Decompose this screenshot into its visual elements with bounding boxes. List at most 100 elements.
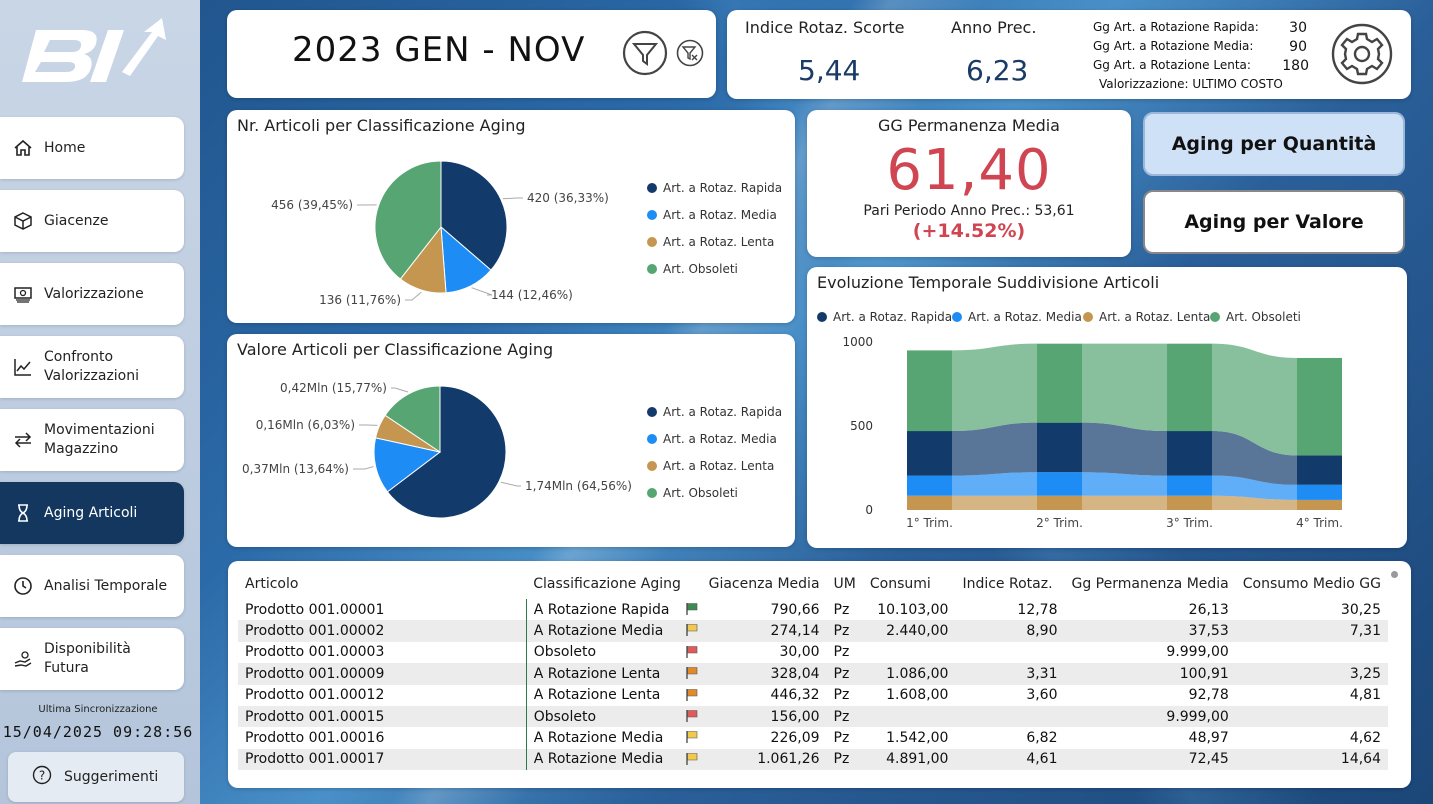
table-row[interactable]: Prodotto 001.00009 A Rotazione Lenta 328,0… — [238, 663, 1388, 685]
pie-slice[interactable] — [374, 160, 442, 280]
nav-home[interactable]: Home — [0, 117, 184, 179]
legend-lenta: Art. a Rotaz. Lenta — [647, 459, 774, 473]
bar-segment[interactable] — [1037, 343, 1082, 423]
bar-segment[interactable] — [1297, 455, 1342, 485]
table-cell: 4,61 — [955, 748, 1065, 771]
nav-movimentazioni-magazzino[interactable]: Movimentazioni Magazzino — [0, 409, 184, 471]
nav-label: Home — [44, 139, 86, 156]
bar-segment[interactable] — [1167, 495, 1212, 510]
leader-line — [353, 466, 374, 470]
table-cell — [862, 705, 956, 728]
bar-segment[interactable] — [1167, 431, 1212, 476]
table-cell: Pz — [833, 730, 850, 747]
table-row[interactable]: Prodotto 001.00015 Obsoleto 156,00 Pz 9.999,… — [238, 705, 1388, 728]
sync-label: Ultima Sincronizzazione — [38, 704, 158, 715]
suggerimenti-button[interactable]: ? Suggerimenti — [8, 752, 184, 802]
pie-slice[interactable] — [384, 385, 441, 453]
y-tick-label: 500 — [850, 419, 873, 433]
indice-rotaz-value: 5,44 — [798, 54, 861, 87]
col-indice[interactable]: Indice Rotaz. — [962, 576, 1053, 592]
filter-icon[interactable] — [622, 30, 668, 80]
bar-segment[interactable] — [1167, 475, 1212, 496]
nav-label: Analisi Temporale — [44, 577, 168, 594]
legend-rapida: Art. a Rotaz. Rapida — [817, 310, 952, 324]
help-icon: ? — [32, 765, 52, 789]
bar-segment[interactable] — [1037, 495, 1082, 510]
table-cell: Prodotto 001.00016 — [245, 730, 385, 747]
bar-segment[interactable] — [907, 431, 952, 476]
gear-icon[interactable] — [1331, 23, 1393, 89]
table-row[interactable]: Prodotto 001.00001 A Rotazione Rapida 790,… — [238, 599, 1388, 621]
bar-segment[interactable] — [1037, 472, 1082, 496]
svg-text:?: ? — [39, 769, 45, 783]
table-row[interactable]: Prodotto 001.00016 A Rotazione Media 226,0… — [238, 727, 1388, 749]
table-row[interactable]: Prodotto 001.00002 A Rotazione Media 274,1… — [238, 620, 1388, 642]
sync-time: 15/04/2025 09:28:56 — [2, 723, 194, 741]
pie-slice[interactable] — [373, 437, 442, 493]
pie-slice[interactable] — [386, 385, 507, 519]
ribbon — [952, 472, 1037, 496]
slice-label: 144 (12,46%) — [491, 288, 573, 302]
table-row[interactable]: Prodotto 001.00003 Obsoleto 30,00 Pz 9.999,0… — [238, 641, 1388, 664]
nav-analisi-temporale[interactable]: Analisi Temporale — [0, 555, 184, 617]
ribbon — [1212, 495, 1297, 510]
bi-logo — [22, 18, 166, 82]
col-um[interactable]: UM — [833, 576, 856, 592]
ribbon — [952, 343, 1037, 432]
indice-rotaz-label: Indice Rotaz. Scorte — [745, 18, 905, 37]
col-gg-permanenza[interactable]: Gg Permanenza Media — [1071, 576, 1229, 592]
x-tick-label: 2° Trim. — [1036, 516, 1083, 530]
table-cell: 4,81 — [1349, 687, 1381, 704]
table-row[interactable]: Prodotto 001.00012 A Rotazione Lenta 446,3… — [238, 684, 1388, 706]
x-tick-label: 1° Trim. — [906, 516, 953, 530]
bar-segment[interactable] — [1167, 343, 1212, 432]
table-cell: 12,78 — [1017, 601, 1058, 618]
ribbon — [1212, 475, 1297, 500]
kpi-card: Indice Rotaz. Scorte 5,44 Anno Prec. 6,2… — [727, 10, 1411, 99]
table-cell: 1.061,26 — [701, 748, 827, 771]
nav-label: Aging Articoli — [44, 504, 138, 521]
nav-disponibilita-futura[interactable]: Disponibilità Futura — [0, 628, 184, 690]
table-row[interactable]: Prodotto 001.00017 A Rotazione Media 1.061… — [238, 748, 1388, 771]
pie-slice[interactable] — [440, 160, 508, 271]
table-cell: Prodotto 001.00002 — [238, 620, 527, 642]
nav-label: Confronto Valorizzazioni — [44, 349, 140, 384]
table-cell: Prodotto 001.00015 — [238, 705, 527, 728]
col-giacenza[interactable]: Giacenza Media — [708, 576, 820, 592]
col-consumi[interactable]: Consumi — [869, 576, 931, 592]
aging-valore-button[interactable]: Aging per Valore — [1143, 190, 1405, 254]
bar-segment[interactable] — [1037, 422, 1082, 473]
scrollbar-thumb[interactable] — [1391, 571, 1398, 578]
bar-segment[interactable] — [907, 475, 952, 496]
bar-segment[interactable] — [1297, 484, 1342, 500]
nav-aging-articoli[interactable]: Aging Articoli — [0, 482, 184, 544]
bar-segment[interactable] — [1297, 499, 1342, 510]
table-cell: 4,62 — [1349, 730, 1381, 747]
bar-segment[interactable] — [1297, 357, 1342, 456]
anno-prec-value: 6,23 — [966, 54, 1029, 87]
col-classificazione[interactable]: Classificazione Aging — [533, 576, 681, 592]
nav-giacenze[interactable]: Giacenze — [0, 190, 184, 252]
aging-quantita-button[interactable]: Aging per Quantità — [1143, 112, 1405, 176]
col-consumo-medio[interactable]: Consumo Medio GG — [1242, 576, 1381, 592]
nav-confronto-valorizzazioni[interactable]: Confronto Valorizzazioni — [0, 336, 184, 398]
hourglass-icon — [12, 502, 34, 524]
bar-segment[interactable] — [907, 495, 952, 510]
flag-icon — [685, 730, 698, 748]
clear-filter-icon[interactable] — [676, 39, 704, 71]
table-cell: 790,66 — [770, 601, 820, 618]
table-cell: 328,04 — [701, 663, 827, 685]
legend-rapida: Art. a Rotaz. Rapida — [647, 405, 782, 419]
bar-segment[interactable] — [907, 350, 952, 432]
table-cell: Pz — [826, 705, 863, 728]
table-cell: Pz — [826, 620, 863, 642]
col-articolo[interactable]: Articolo — [245, 576, 299, 592]
table-cell: 8,90 — [955, 620, 1065, 642]
table-cell: 37,53 — [1064, 620, 1236, 642]
period-text: 2023 GEN - NOV — [292, 30, 586, 70]
rot-media-value: 90 — [1289, 39, 1307, 55]
rot-rapida-label: Gg Art. a Rotazione Rapida: — [1093, 20, 1259, 34]
table-cell: Prodotto 001.00009 — [238, 663, 527, 685]
nav-valorizzazione[interactable]: Valorizzazione — [0, 263, 184, 325]
legend-rapida: Art. a Rotaz. Rapida — [647, 181, 782, 195]
